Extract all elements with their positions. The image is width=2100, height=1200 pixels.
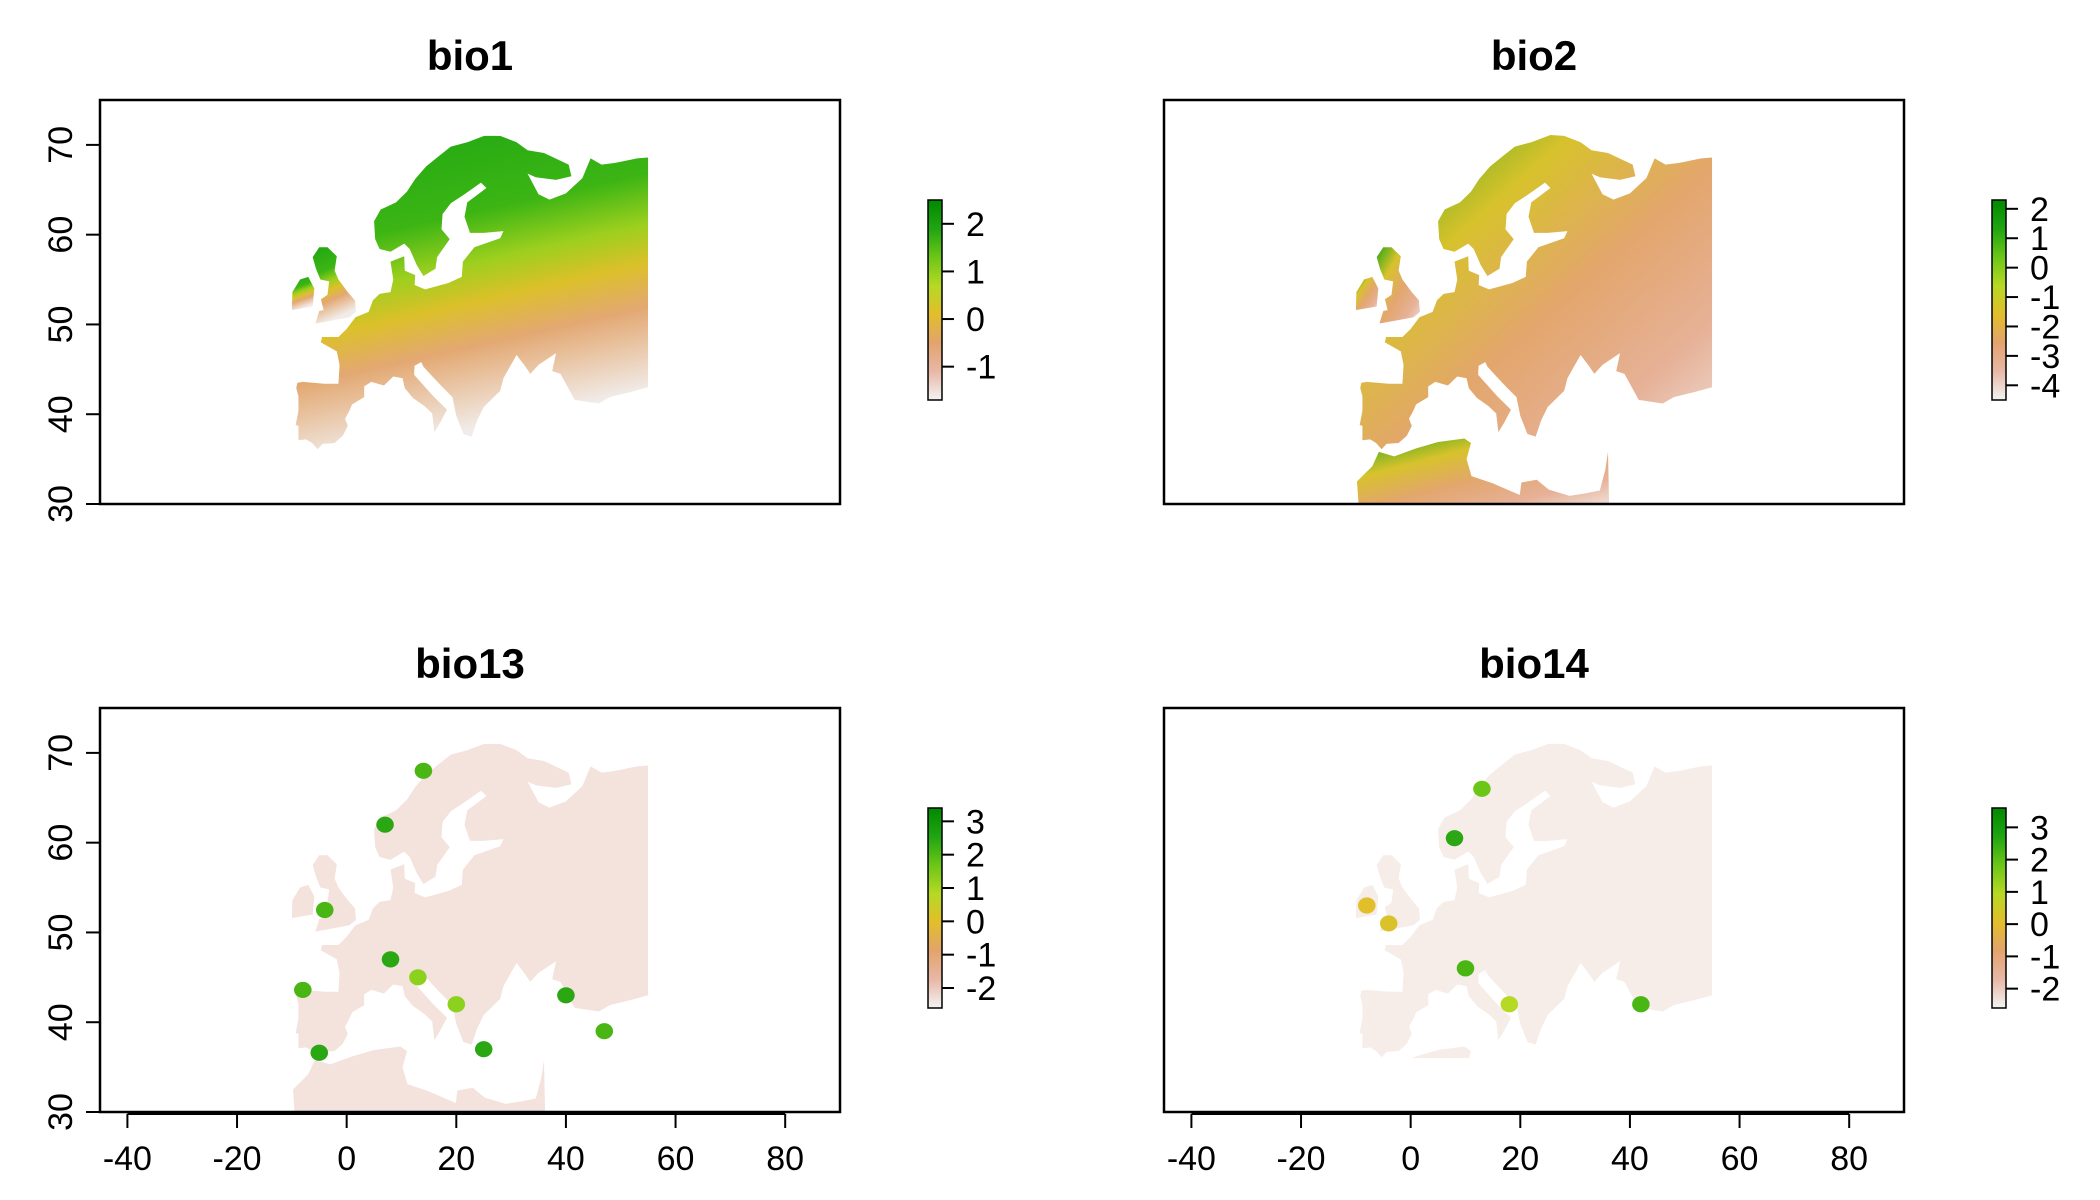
- colorbar-tick-label: -1: [2030, 938, 2060, 976]
- colorbar-tick-label: 2: [2030, 842, 2049, 880]
- colorbar-ramp: [927, 807, 943, 1009]
- land-ie: [291, 884, 315, 919]
- colorbar-tick-label: 1: [966, 870, 985, 908]
- colorbar-ramp: [927, 199, 943, 401]
- land-uk: [312, 855, 356, 932]
- raster-layer: [1355, 743, 1713, 1059]
- colorbar-tick-label: 0: [966, 301, 985, 339]
- colorbar-tick-label: 2: [2030, 191, 2049, 229]
- land-main: [295, 135, 649, 450]
- colorbar-tick-label: 0: [966, 903, 985, 941]
- colorbar-tick-label: -2: [966, 970, 996, 1008]
- x-tick-label: 60: [657, 1140, 695, 1178]
- y-tick-label: 50: [42, 914, 80, 952]
- panel-title: bio14: [1479, 640, 1589, 687]
- x-tick-label: 20: [437, 1140, 475, 1178]
- y-tick-label: 50: [42, 306, 80, 344]
- x-tick-label: 60: [1721, 1140, 1759, 1178]
- land-ie: [1355, 276, 1379, 311]
- colorbar: -1 0 1 2: [927, 199, 996, 401]
- y-tick-label: 70: [42, 126, 80, 164]
- y-tick-label: 40: [42, 1003, 80, 1041]
- x-tick-label: 0: [1401, 1140, 1420, 1178]
- panel-title: bio1: [427, 32, 513, 79]
- y-tick-label: 60: [42, 216, 80, 254]
- land-main: [1359, 135, 1713, 450]
- colorbar-tick-label: -2: [2030, 971, 2060, 1009]
- colorbar-tick-label: -1: [966, 349, 996, 387]
- y-tick-label: 70: [42, 734, 80, 772]
- land-uk: [312, 247, 356, 324]
- x-tick-label: 80: [766, 1140, 804, 1178]
- colorbar-tick-label: -1: [2030, 279, 2060, 317]
- raster-layer: [1355, 135, 1713, 504]
- y-tick-label: 30: [42, 485, 80, 523]
- x-tick-label: -20: [1276, 1140, 1325, 1178]
- colorbar-ramp: [1991, 807, 2007, 1009]
- x-tick-label: 40: [547, 1140, 585, 1178]
- colorbar-tick-label: 2: [966, 206, 985, 244]
- colorbar-tick-label: 0: [2030, 906, 2049, 944]
- y-tick-label: 40: [42, 395, 80, 433]
- x-tick-label: 40: [1611, 1140, 1649, 1178]
- panel-title: bio2: [1491, 32, 1577, 79]
- raster-layer: [291, 743, 649, 1112]
- colorbar-tick-label: -1: [966, 937, 996, 975]
- y-tick-label: 30: [42, 1093, 80, 1131]
- colorbar-tick-label: 3: [966, 803, 985, 841]
- land-main: [295, 743, 649, 1058]
- panel-title: bio13: [415, 640, 525, 687]
- colorbar-ramp: [1991, 199, 2007, 401]
- colorbar-tick-label: 1: [966, 253, 985, 291]
- colorbar-tick-label: -3: [2030, 338, 2060, 376]
- land-nafr: [1356, 1046, 1610, 1059]
- land-nafr: [1356, 438, 1610, 504]
- colorbar-tick-label: 0: [2030, 250, 2049, 288]
- plot-frame: [1162, 706, 1906, 1114]
- colorbar-tick-label: -4: [2030, 367, 2060, 405]
- raster-layer: [291, 135, 649, 450]
- x-tick-label: 20: [1501, 1140, 1539, 1178]
- colorbar-tick-label: -2: [2030, 308, 2060, 346]
- land-ie: [291, 276, 315, 311]
- colorbar-tick-label: 2: [966, 837, 985, 875]
- x-tick-label: 80: [1830, 1140, 1868, 1178]
- x-tick-label: -20: [212, 1140, 261, 1178]
- land-nafr: [292, 1046, 546, 1112]
- plot-frame: [1162, 98, 1906, 506]
- colorbar-tick-label: 3: [2030, 809, 2049, 847]
- y-tick-label: 60: [42, 824, 80, 862]
- land-uk: [1376, 247, 1420, 324]
- colorbar-tick-label: 1: [2030, 874, 2049, 912]
- colorbar-tick-label: 1: [2030, 220, 2049, 258]
- x-tick-label: 0: [337, 1140, 356, 1178]
- x-tick-label: -40: [103, 1140, 152, 1178]
- map-panel-bio1: bio1 30 40 50 60 70 -1 0 1 2: [42, 32, 996, 523]
- x-tick-label: -40: [1167, 1140, 1216, 1178]
- land-main: [1359, 743, 1713, 1058]
